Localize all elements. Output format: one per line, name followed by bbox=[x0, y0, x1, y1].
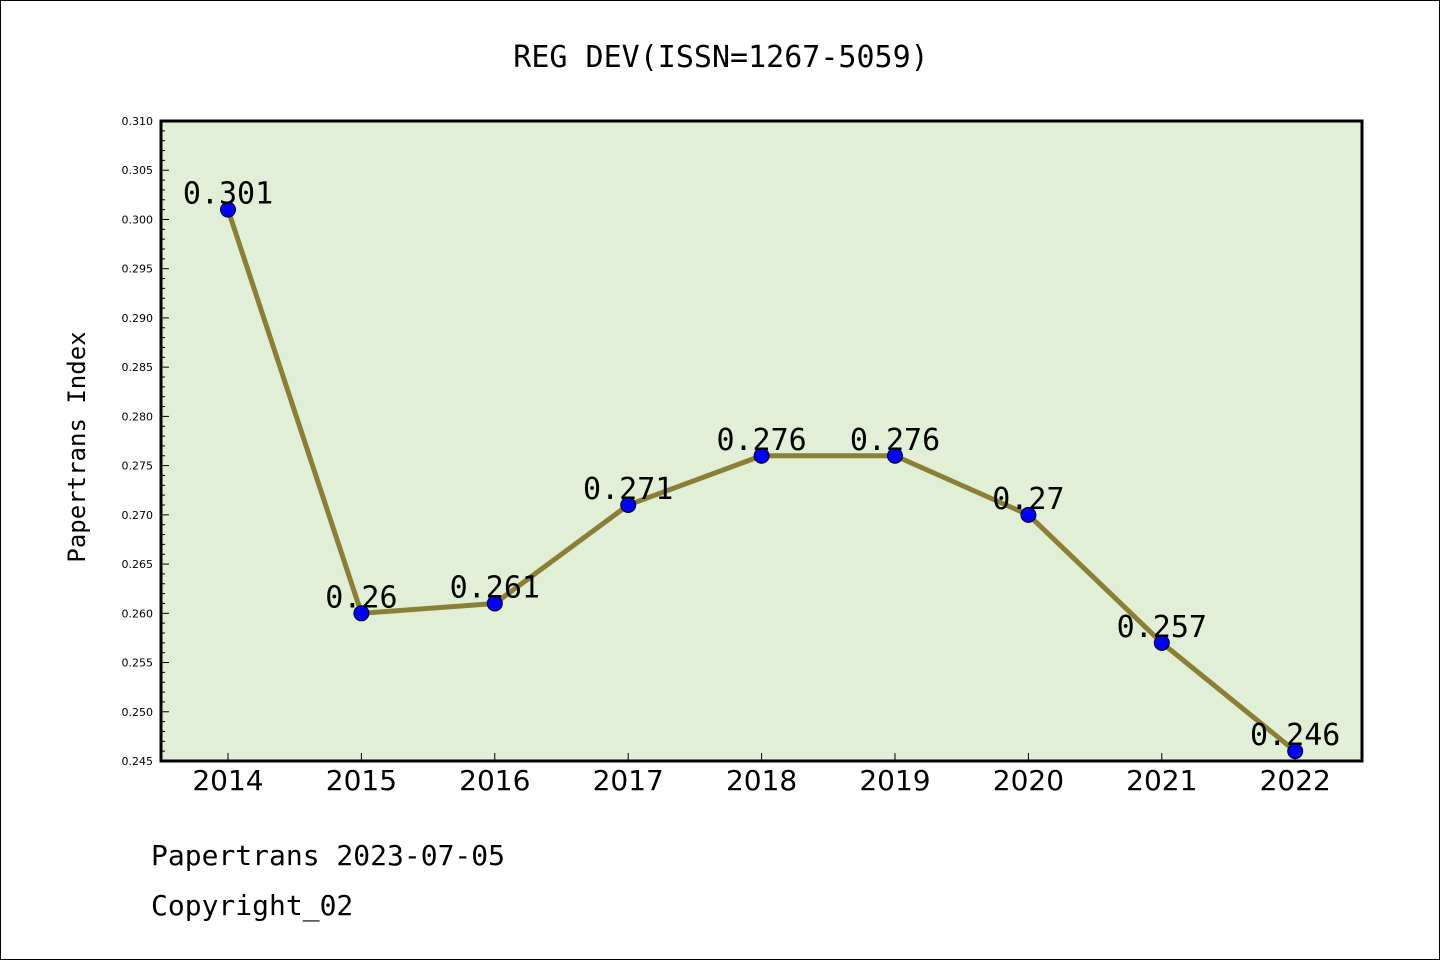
data-point bbox=[753, 447, 770, 464]
y-tick-label: 0.270 bbox=[122, 509, 154, 522]
y-tick-label: 0.305 bbox=[122, 164, 154, 177]
data-labels: 0.301 0.26 0.261 0.271 0.276 0.276 0.27 0.257 0.… bbox=[183, 177, 1341, 754]
y-tick-label: 0.265 bbox=[122, 558, 154, 571]
y-tick-label: 0.255 bbox=[122, 657, 154, 670]
y-tick-label: 0.295 bbox=[122, 263, 154, 276]
x-axis-tick-labels: 2014 2015 2016 2017 2018 2019 2020 2021 2022 bbox=[192, 764, 1330, 797]
x-tick-label: 2021 bbox=[1126, 764, 1197, 797]
data-label: 0.27 bbox=[992, 482, 1064, 517]
y-axis-label: Papertrans Index bbox=[63, 331, 91, 562]
data-label: 0.276 bbox=[716, 423, 806, 458]
data-point bbox=[1020, 506, 1037, 523]
y-tick-label: 0.285 bbox=[122, 361, 154, 374]
data-point bbox=[220, 201, 236, 218]
footer-date: Papertrans 2023-07-05 bbox=[151, 839, 505, 872]
data-point bbox=[1287, 743, 1304, 760]
data-point bbox=[1153, 634, 1170, 651]
plot-border bbox=[159, 119, 1364, 763]
y-tick-label: 0.245 bbox=[122, 755, 154, 768]
chart-title: REG DEV(ISSN=1267-5059) bbox=[513, 40, 928, 75]
x-tick-label: 2016 bbox=[459, 764, 530, 797]
x-tick-label: 2022 bbox=[1260, 764, 1331, 797]
data-point bbox=[486, 595, 503, 612]
x-tick-label: 2018 bbox=[726, 764, 797, 797]
data-label: 0.271 bbox=[583, 472, 673, 507]
data-label: 0.246 bbox=[1250, 718, 1340, 753]
x-tick-label: 2015 bbox=[326, 764, 397, 797]
y-tick-label: 0.260 bbox=[122, 607, 154, 620]
y-tick-label: 0.250 bbox=[122, 706, 154, 719]
x-tick-label: 2017 bbox=[593, 764, 664, 797]
y-tick-label: 0.310 bbox=[122, 115, 154, 128]
y-tick-label: 0.275 bbox=[122, 460, 154, 473]
data-label: 0.301 bbox=[183, 177, 273, 212]
data-label: 0.261 bbox=[450, 570, 540, 605]
plot-area bbox=[161, 121, 1362, 761]
data-point bbox=[353, 605, 370, 622]
data-markers bbox=[220, 201, 1304, 760]
data-label: 0.276 bbox=[850, 423, 940, 458]
x-tick-label: 2019 bbox=[859, 764, 930, 797]
y-axis-tick-labels: 0.245 0.250 0.255 0.260 0.265 0.270 0.275 0.280… bbox=[122, 115, 154, 768]
data-label: 0.257 bbox=[1117, 610, 1207, 645]
x-tick-label: 2020 bbox=[993, 764, 1064, 797]
data-label: 0.26 bbox=[325, 580, 397, 615]
data-point bbox=[887, 447, 903, 464]
y-tick-label: 0.300 bbox=[122, 213, 154, 226]
data-point bbox=[620, 497, 637, 513]
y-tick-label: 0.280 bbox=[122, 410, 154, 423]
footer-copyright: Copyright_02 bbox=[151, 889, 353, 923]
y-tick-label: 0.290 bbox=[122, 312, 154, 325]
x-tick-label: 2014 bbox=[192, 764, 263, 797]
